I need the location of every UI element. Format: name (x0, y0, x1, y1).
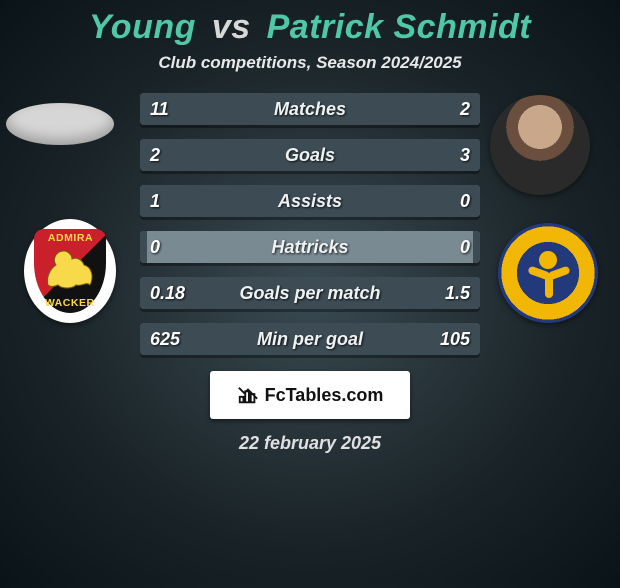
bar-label: Goals per match (140, 277, 480, 309)
stat-bar: 23Goals (140, 139, 480, 171)
chart-icon (237, 384, 259, 406)
title-vs: vs (212, 8, 251, 46)
team2-crest (498, 223, 598, 323)
comparison-bars: 112Matches 23Goals 10Assists 00Hattricks 0.1… (140, 93, 480, 369)
bar-label: Hattricks (140, 231, 480, 263)
player1-avatar (6, 95, 116, 155)
page-title: Young vs Patrick Schmidt (0, 8, 620, 47)
brand-text: FcTables.com (265, 385, 384, 406)
bar-label: Goals (140, 139, 480, 171)
player2-avatar (490, 95, 590, 195)
bar-label: Min per goal (140, 323, 480, 355)
brand-badge: FcTables.com (210, 371, 410, 419)
crest1-bottom-text: WACKER (45, 298, 95, 309)
griffin-icon (42, 247, 98, 291)
crest1-top-text: ADMIRA (47, 233, 92, 244)
bar-label: Matches (140, 93, 480, 125)
stat-bar: 625105Min per goal (140, 323, 480, 355)
silhouette-icon (6, 103, 114, 145)
infographic-stage: ADMIRA WACKER 112Matches 23Goals 10Assists… (0, 93, 620, 473)
shield-icon: ADMIRA WACKER (34, 229, 106, 313)
date-stamp: 22 february 2025 (0, 433, 620, 454)
title-player1: Young (89, 8, 196, 46)
bar-label: Assists (140, 185, 480, 217)
subtitle: Club competitions, Season 2024/2025 (0, 53, 620, 73)
triskelion-icon (526, 251, 570, 295)
stat-bar: 00Hattricks (140, 231, 480, 263)
stat-bar: 112Matches (140, 93, 480, 125)
stat-bar: 10Assists (140, 185, 480, 217)
title-player2: Patrick Schmidt (267, 8, 531, 46)
team1-crest: ADMIRA WACKER (24, 219, 116, 323)
stat-bar: 0.181.5Goals per match (140, 277, 480, 309)
